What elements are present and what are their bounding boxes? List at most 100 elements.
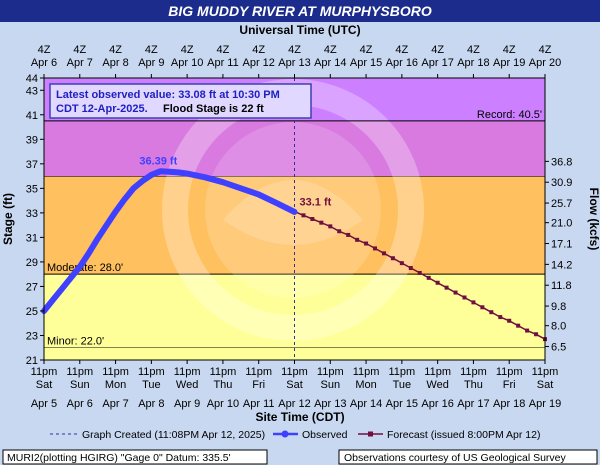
x2-tick-date-7: Apr 13 [278, 57, 310, 69]
x-tick-date-4: Apr 9 [174, 398, 200, 410]
observed-point-22 [291, 209, 298, 215]
x-tick-time-0: 11pm [31, 366, 58, 378]
flood-stage-note: Flood Stage is 22 ft [163, 103, 264, 115]
forecast-point-13 [408, 266, 413, 271]
observed-point-16 [184, 171, 190, 177]
x-tick-dow-8: Sun [320, 379, 340, 391]
x2-tick-date-14: Apr 20 [529, 57, 561, 69]
x2-tick-date-13: Apr 19 [493, 57, 525, 69]
y2-tick-label-1: 8.0 [551, 321, 566, 333]
x2-tick-time-2: 4Z [109, 44, 122, 56]
y-axis-title: Stage (ft) [1, 193, 15, 245]
forecast-point-3 [319, 220, 324, 225]
observed-point-18 [220, 179, 226, 185]
x-tick-dow-0: Sat [36, 379, 53, 391]
forecast-point-11 [390, 256, 395, 261]
y-tick-label-35: 35 [26, 183, 38, 195]
x-tick-dow-6: Fri [252, 379, 265, 391]
x-tick-date-7: Apr 12 [278, 398, 310, 410]
observed-point-14 [166, 169, 172, 175]
observed-point-4 [77, 264, 83, 270]
x2-tick-time-9: 4Z [360, 44, 373, 56]
x2-tick-time-13: 4Z [503, 44, 516, 56]
y2-tick-label-9: 36.8 [551, 156, 572, 168]
observed-point-11 [139, 178, 146, 184]
x2-tick-time-10: 4Z [395, 44, 408, 56]
x-tick-date-13: Apr 18 [493, 398, 525, 410]
footer-datum-box [2, 449, 268, 465]
x-tick-time-2: 11pm [102, 366, 129, 378]
x-tick-date-14: Apr 19 [529, 398, 561, 410]
forecast-point-9 [373, 246, 378, 251]
forecast-point-17 [444, 285, 449, 290]
x-axis-title: Site Time (CDT) [255, 410, 344, 424]
footer-credit: Observations courtesy of US Geological S… [344, 452, 567, 464]
x2-tick-time-14: 4Z [539, 44, 552, 56]
x2-tick-time-7: 4Z [288, 44, 301, 56]
x-tick-time-3: 11pm [138, 366, 165, 378]
legend-graph-created: Graph Created (11:08PM Apr 12, 2025) [82, 429, 265, 441]
forecast-point-8 [364, 241, 369, 246]
observed-point-10 [130, 185, 137, 191]
below-minor-band [44, 347, 545, 360]
observed-point-6 [95, 236, 101, 242]
x-tick-dow-9: Mon [355, 379, 376, 391]
forecast-point-18 [453, 290, 458, 295]
x-tick-date-8: Apr 13 [314, 398, 346, 410]
x-tick-dow-12: Thu [464, 379, 483, 391]
x2-tick-date-12: Apr 18 [457, 57, 489, 69]
x2-tick-time-12: 4Z [467, 44, 480, 56]
x2-tick-date-6: Apr 12 [243, 57, 275, 69]
observed-point-19 [238, 185, 244, 191]
plot-area: Minor: 22.0'Moderate: 28.0'Major: 36.0' … [41, 77, 547, 361]
x-tick-date-9: Apr 14 [350, 398, 382, 410]
x2-tick-date-5: Apr 11 [207, 57, 239, 69]
y-tick-label-41: 41 [26, 110, 38, 122]
y2-tick-label-5: 17.1 [551, 239, 572, 251]
minor-zone-band [44, 274, 545, 348]
forecast-point-2 [310, 217, 315, 221]
x-tick-dow-5: Thu [213, 379, 232, 391]
x2-tick-date-9: Apr 15 [350, 57, 382, 69]
latest-value-line1: Latest observed value: 33.08 ft at 10:30… [56, 89, 280, 101]
forecast-point-6 [346, 232, 351, 237]
legend: Graph Created (11:08PM Apr 12, 2025) Obs… [50, 429, 541, 441]
y-tick-label-21: 21 [26, 355, 38, 367]
forecast-point-10 [381, 251, 386, 256]
x-tick-time-9: 11pm [353, 366, 380, 378]
x2-tick-time-5: 4Z [217, 44, 230, 56]
forecast-point-22 [489, 310, 494, 315]
x-tick-date-12: Apr 17 [457, 398, 489, 410]
observed-point-20 [256, 191, 262, 198]
x2-tick-time-0: 4Z [38, 44, 51, 56]
y-tick-label-31: 31 [26, 232, 38, 244]
x-tick-date-11: Apr 16 [421, 398, 453, 410]
x-tick-dow-13: Fri [503, 379, 516, 391]
x2-tick-date-1: Apr 7 [67, 57, 93, 69]
x-tick-date-10: Apr 15 [386, 398, 418, 410]
x-tick-dow-4: Wed [176, 379, 198, 391]
y-tick-label-23: 23 [26, 330, 38, 342]
x2-tick-time-8: 4Z [324, 44, 337, 56]
y2-tick-label-6: 21.0 [551, 218, 572, 230]
observed-peak-label: 36.39 ft [139, 155, 177, 167]
x2-tick-time-6: 4Z [252, 44, 265, 56]
observed-point-8 [112, 209, 119, 215]
forecast-start-label: 33.1 ft [300, 197, 332, 209]
x2-tick-date-10: Apr 16 [386, 57, 418, 69]
x-tick-dow-11: Wed [426, 379, 448, 391]
forecast-point-24 [507, 318, 512, 323]
x-tick-date-2: Apr 7 [102, 398, 128, 410]
x2-tick-time-3: 4Z [145, 44, 158, 56]
x-tick-time-6: 11pm [245, 366, 272, 378]
forecast-point-26 [525, 328, 530, 333]
x-tick-time-7: 11pm [281, 366, 308, 378]
observed-point-12 [148, 172, 154, 178]
moderate-threshold-label: Moderate: 28.0' [47, 262, 123, 274]
x2-tick-date-2: Apr 8 [102, 57, 128, 69]
x-tick-date-6: Apr 11 [243, 398, 275, 410]
y2-tick-label-0: 6.5 [551, 342, 566, 354]
observed-point-1 [50, 297, 56, 303]
